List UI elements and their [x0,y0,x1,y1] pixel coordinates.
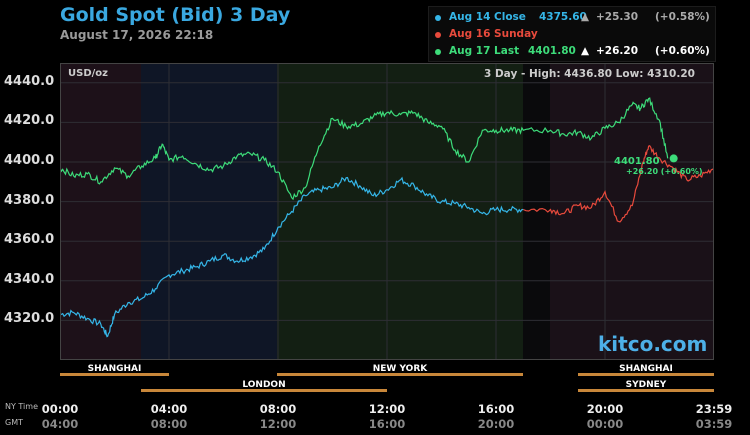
ny-time-tick: 16:00 [477,402,515,416]
legend: Aug 14 Close 4375.60 ▲ +25.30 (+0.58%) A… [428,6,716,62]
y-tick-label: 4320.0 [4,311,55,327]
legend-dot-icon [435,32,441,38]
kitco-logo: kitco.com [598,332,708,356]
session-line [578,389,714,392]
ny-time-label: NY Time [5,402,38,411]
session-line [578,373,714,376]
legend-row-aug16: Aug 16 Sunday [429,26,715,44]
gmt-time-tick: 08:00 [150,417,188,431]
session-line [60,373,169,376]
y-tick-label: 4440.0 [4,73,55,89]
legend-dot-icon [435,49,441,55]
plot-area [60,63,714,360]
gmt-time-tick: 04:00 [41,417,79,431]
last-value-label: 4401.80 [614,156,660,167]
legend-arrow: ▲ [581,11,590,23]
session-sydney: SYDNEY [625,380,667,390]
session-shanghai-2: SHANGHAI [619,364,673,374]
legend-pct: (+0.60%) [655,45,710,57]
session-newyork: NEW YORK [372,364,428,374]
chart-datetime: August 17, 2026 22:18 [60,28,214,42]
legend-label: Aug 14 Close [449,11,526,23]
y-tick-label: 4360.0 [4,232,55,248]
legend-value: 4401.80 [528,45,576,57]
shanghai-shade [60,63,141,360]
series-lines [60,97,714,338]
london-shade [141,63,277,360]
legend-change: +25.30 [596,11,639,23]
chart-title: Gold Spot (Bid) 3 Day [60,4,291,26]
gmt-time-tick: 00:00 [586,417,624,431]
ny-time-tick: 20:00 [586,402,624,416]
y-tick-label: 4400.0 [4,153,55,168]
ny-time-tick: 12:00 [368,402,406,416]
plot-border [60,63,714,360]
session-line [277,373,523,376]
newyork-shade [277,63,523,360]
asia-shade [550,63,714,360]
gmt-label: GMT [5,418,23,427]
last-value-marker [669,154,678,163]
ny-time-tick: 23:59 [695,402,733,416]
ny-time-tick: 08:00 [259,402,297,416]
legend-row-aug17: Aug 17 Last 4401.80 ▲ +26.20 (+0.60%) [429,43,715,61]
session-shanghai: SHANGHAI [87,364,142,374]
y-tick-label: 4340.0 [4,271,55,287]
legend-dot-icon [435,15,441,21]
y-tick-label: 4420.0 [4,113,55,129]
unit-label: USD/oz [68,68,108,79]
series-line-0 [60,176,524,338]
y-tick-label: 4380.0 [4,192,55,208]
session-london: LONDON [242,380,286,390]
gmt-time-tick: 20:00 [477,417,515,431]
gmt-time-tick: 03:59 [695,417,733,431]
series-line-2 [60,97,669,201]
session-bar: SHANGHAI NEW YORK SHANGHAI LONDON SYDNEY [60,360,714,396]
legend-change: +26.20 [596,45,639,57]
ny-time-tick: 00:00 [41,402,79,416]
legend-value: 4375.60 [539,11,587,23]
legend-row-aug14: Aug 14 Close 4375.60 ▲ +25.30 (+0.58%) [429,9,715,27]
grid [60,63,714,360]
legend-arrow: ▲ [581,45,590,57]
gmt-time-tick: 16:00 [368,417,406,431]
time-axis: NY Time GMT 00:00 04:00 04:00 08:00 08:00 12:… [0,396,750,435]
range-stats: 3 Day - High: 4436.80 Low: 4310.20 [484,68,695,80]
ny-time-tick: 04:00 [150,402,188,416]
legend-pct: (+0.58%) [655,11,710,23]
gmt-time-tick: 12:00 [259,417,297,431]
series-line-1 [523,144,714,223]
legend-label: Aug 17 Last [449,45,520,57]
session-line [141,389,387,392]
last-change-label: +26.20 (+0.60%) [626,167,703,176]
legend-label: Aug 16 Sunday [449,28,538,40]
